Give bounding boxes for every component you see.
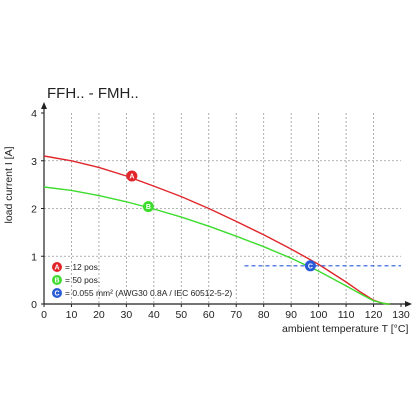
legend-marker-a: [52, 262, 62, 272]
legend: A = 12 pos. B = 50 pos. C = 0.055 mm² (AWG30 …: [52, 262, 232, 298]
x-axis-arrow: [405, 301, 412, 307]
legend-marker-letter: B: [54, 278, 59, 285]
x-tick-label: 70: [230, 309, 242, 321]
series-marker-letter: B: [146, 204, 151, 211]
series-marker-b: [142, 201, 154, 213]
y-tick-label: 4: [31, 108, 37, 120]
x-tick-label: 10: [66, 309, 78, 321]
x-tick-label: 120: [365, 309, 383, 321]
x-tick-label: 20: [93, 309, 105, 321]
x-tick-label: 30: [121, 309, 133, 321]
legend-marker-c: [52, 288, 62, 298]
y-tick-label: 1: [31, 251, 37, 263]
y-tick-label: 2: [31, 204, 37, 216]
axes: [41, 102, 412, 307]
series-lines: [43, 155, 401, 305]
x-tick-label: 60: [203, 309, 215, 321]
series-marker-c: [304, 260, 316, 272]
series-line-b: [43, 186, 390, 305]
y-tick-label: 0: [31, 299, 37, 311]
legend-label: = 0.055 mm² (AWG30 0.8A / IEC 60512-5-2): [65, 288, 232, 298]
series-marker-letter: C: [308, 263, 313, 270]
grid: [44, 113, 401, 304]
y-tick-labels: 0 1 2 3 4: [31, 108, 37, 311]
legend-label: = 12 pos.: [65, 262, 100, 272]
chart-title: FFH.. - FMH..: [47, 85, 139, 102]
legend-marker-letter: A: [54, 265, 59, 272]
x-tick-label: 0: [41, 309, 47, 321]
y-tick-label: 3: [31, 156, 37, 168]
x-tick-label: 80: [258, 309, 270, 321]
x-tick-labels: 0 10 20 30 40 50 60 70 80 90 100 110 120 130: [41, 309, 410, 321]
legend-marker-letter: C: [54, 291, 59, 298]
series-marker-a: [126, 170, 138, 182]
y-axis-arrow: [41, 102, 47, 109]
x-tick-label: 50: [175, 309, 187, 321]
y-axis-label: load current I [A]: [3, 146, 15, 223]
series-marker-letter: A: [129, 174, 134, 181]
legend-label: = 50 pos.: [65, 275, 100, 285]
legend-marker-b: [52, 275, 62, 285]
x-tick-label: 110: [338, 309, 355, 321]
series-markers: A B C: [126, 170, 316, 272]
x-tick-label: 130: [392, 309, 410, 321]
x-tick-label: 40: [148, 309, 160, 321]
x-tick-label: 100: [310, 309, 328, 321]
x-tick-label: 90: [285, 309, 297, 321]
x-axis-label: ambient temperature T [°C]: [282, 323, 408, 335]
